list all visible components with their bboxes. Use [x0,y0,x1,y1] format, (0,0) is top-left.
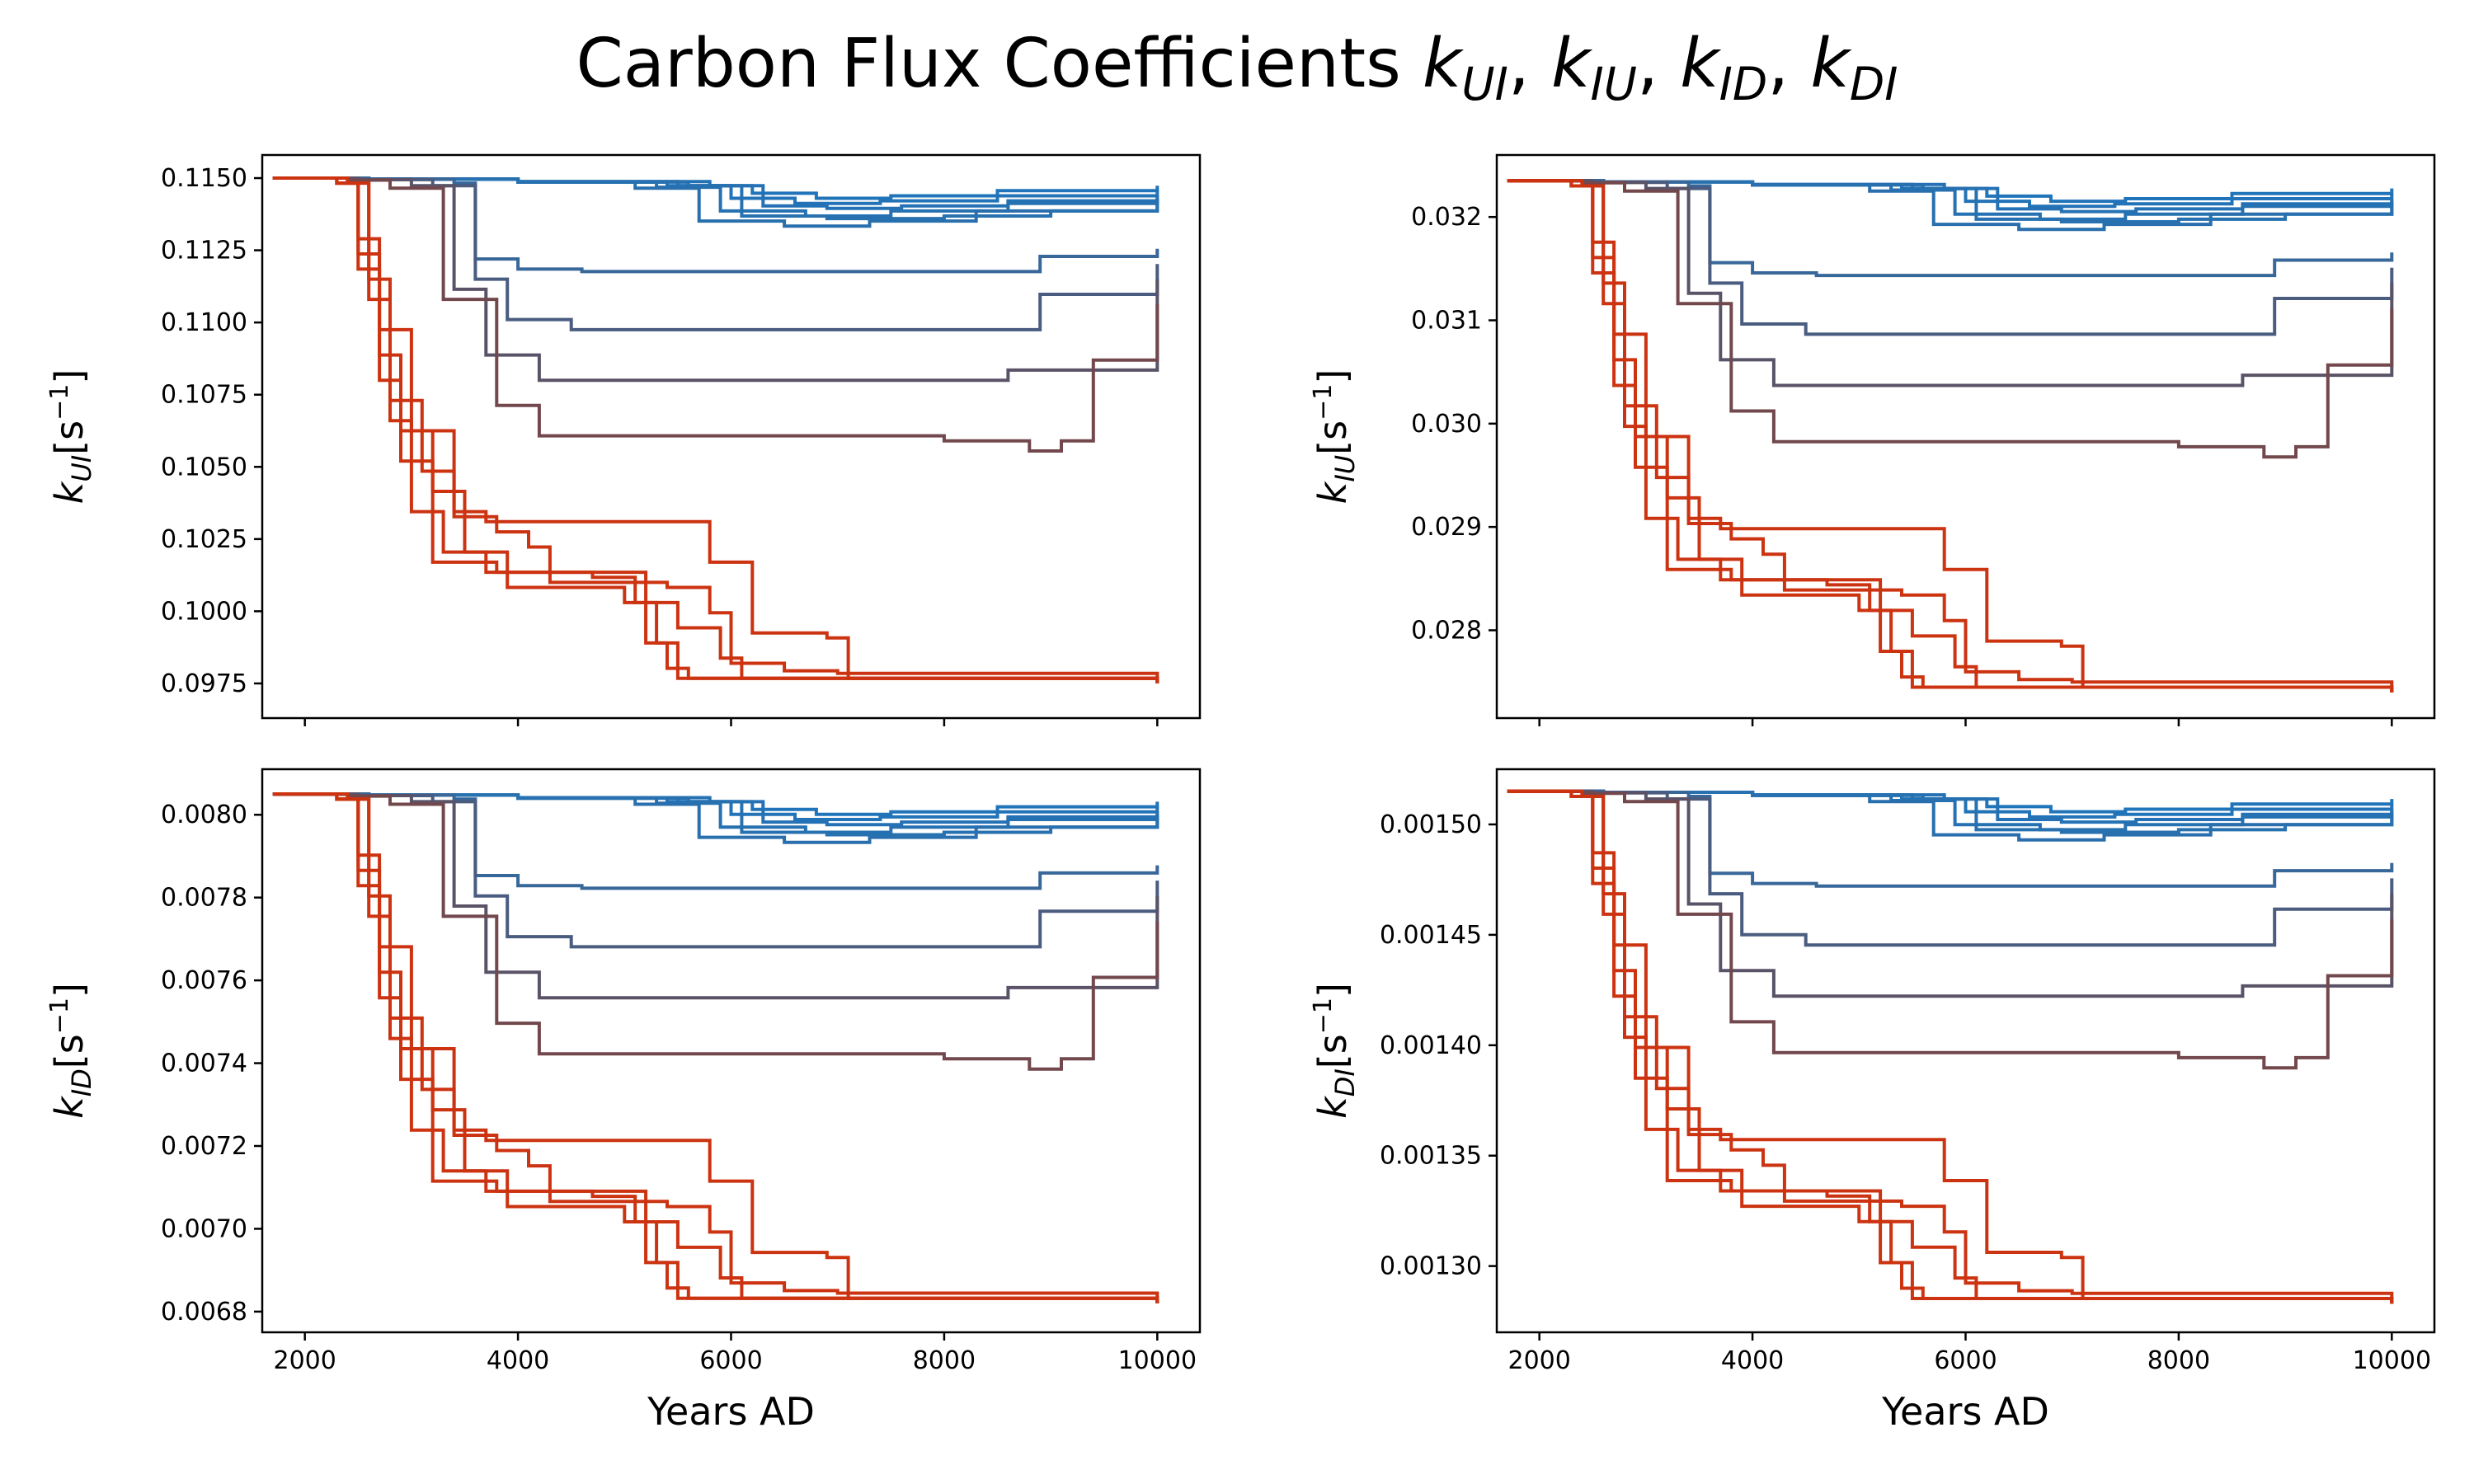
y-axis-label: kIU[s−1] [1309,369,1361,505]
y-tick-label: 0.029 [1411,513,1482,542]
series-line-10 [1507,789,2394,1070]
y-tick-label: 0.0070 [161,1214,247,1243]
x-tick-label: 6000 [1934,1346,1997,1375]
series-line-6 [1507,179,2394,223]
series-line-11 [1507,789,2394,1304]
series-line-9 [1507,179,2394,387]
series-line-10 [1507,179,2394,459]
y-tick-label: 0.00145 [1380,921,1482,950]
x-axis-label: Years AD [1881,1389,2049,1434]
panel-kID: 0.0068 0.0070 0.0072 0.0074 0.0076 0.0078 0.00… [45,768,1202,1434]
series-line-15 [272,176,1159,683]
y-tick-label: 0.031 [1411,307,1482,336]
panel-kIU: 0.028 0.029 0.030 0.031 0.032 kIU[s−1] [1309,153,2436,726]
panels: 0.0975 0.1000 0.1025 0.1050 0.1075 0.1100 0.11… [45,153,2436,1434]
series-line-10 [272,792,1159,1071]
y-tick-label: 0.0074 [161,1050,247,1078]
series-group [272,176,1159,683]
y-tick-label: 0.1150 [161,164,247,193]
series-line-13 [272,176,1159,683]
y-tick-label: 0.1000 [161,597,247,626]
y-tick-label: 0.1075 [161,381,247,410]
series-line-6 [1507,789,2394,834]
y-tick-label: 0.00130 [1380,1252,1482,1281]
series-line-6 [272,792,1159,837]
x-tick-label: 4000 [487,1346,549,1375]
panel-kDI: 0.00130 0.00135 0.00140 0.00145 0.00150 2000 4… [1309,768,2436,1434]
series-line-9 [272,792,1159,1000]
x-tick-label: 6000 [699,1346,762,1375]
series-line-11 [1507,179,2394,693]
series-line-15 [272,792,1159,1303]
series-line-9 [272,176,1159,383]
x-tick-label: 4000 [1721,1346,1784,1375]
y-tick-label: 0.030 [1411,410,1482,439]
x-tick-label: 2000 [1508,1346,1571,1375]
series-line-11 [272,792,1159,1303]
y-tick-label: 0.0072 [161,1132,247,1161]
y-tick-label: 0.032 [1411,203,1482,232]
series-line-13 [1507,789,2394,1304]
x-tick-label: 8000 [913,1346,976,1375]
y-tick-label: 0.1125 [161,237,247,265]
series-group [1507,179,2394,693]
chart-title-text: Carbon Flux Coefficients kUI, kIU, kID, … [576,25,1898,110]
series-group [1507,789,2394,1304]
y-tick-label: 0.1050 [161,453,247,481]
series-line-11 [272,176,1159,683]
series-line-13 [1507,179,2394,693]
panel-kUI: 0.0975 0.1000 0.1025 0.1050 0.1075 0.1100 0.11… [45,153,1202,726]
y-tick-label: 0.0975 [161,669,247,698]
series-line-10 [272,176,1159,453]
series-line-15 [1507,179,2394,693]
y-tick-label: 0.1025 [161,525,247,554]
series-line-9 [1507,789,2394,998]
series-line-6 [272,176,1159,221]
y-tick-label: 0.0068 [161,1298,247,1327]
y-axis-label: kUI[s−1] [45,369,97,505]
y-tick-label: 0.0078 [161,884,247,913]
y-tick-label: 0.0076 [161,966,247,995]
series-line-13 [272,792,1159,1303]
x-tick-label: 10000 [2353,1346,2431,1375]
x-tick-label: 10000 [1118,1346,1197,1375]
series-group [272,792,1159,1303]
y-tick-label: 0.1100 [161,308,247,337]
x-tick-label: 8000 [2147,1346,2210,1375]
y-tick-label: 0.00140 [1380,1031,1482,1060]
y-tick-label: 0.00135 [1380,1142,1482,1171]
x-tick-label: 2000 [274,1346,336,1375]
y-axis-label: kDI[s−1] [1309,983,1361,1119]
y-tick-label: 0.0080 [161,801,247,829]
series-line-15 [1507,789,2394,1304]
y-tick-label: 0.00150 [1380,810,1482,839]
y-axis-label: kID[s−1] [45,983,97,1119]
y-tick-label: 0.028 [1411,616,1482,645]
x-axis-label: Years AD [647,1389,815,1434]
chart-title: Carbon Flux Coefficients kUI, kIU, kID, … [576,25,1898,110]
